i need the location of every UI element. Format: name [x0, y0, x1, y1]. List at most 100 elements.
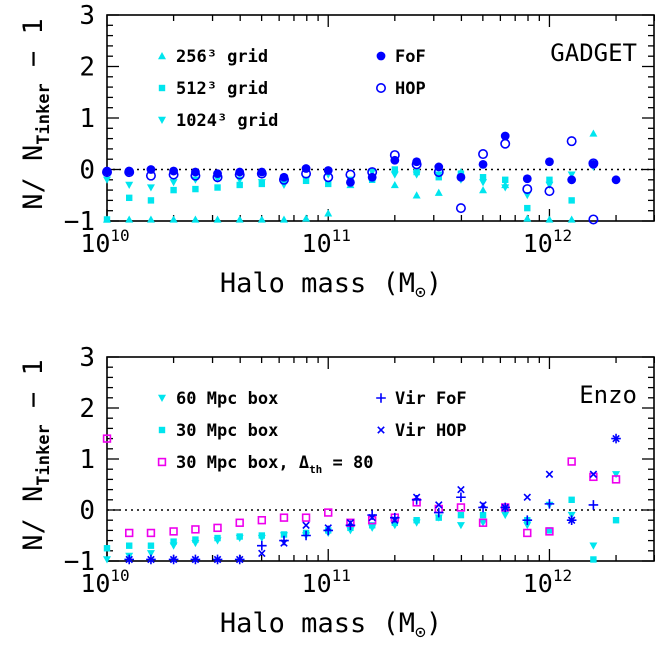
- y-axis-label: N/ NTinker − 1: [18, 359, 54, 550]
- legend-entry: 1024³ grid: [158, 111, 278, 131]
- data-point: [147, 555, 155, 564]
- y-tick-label: 3: [79, 343, 95, 373]
- data-point: [169, 215, 178, 223]
- data-point: [345, 169, 356, 180]
- data-point: [611, 475, 621, 484]
- legend-entry: 60 Mpc box: [158, 389, 278, 409]
- data-point: [235, 518, 244, 527]
- data-point: [391, 166, 399, 173]
- legend-entry: 30 Mpc box: [158, 421, 278, 441]
- data-point: [367, 167, 378, 178]
- y-tick-label: −1: [64, 207, 95, 237]
- legend-label: Vir FoF: [395, 389, 467, 409]
- legend-marker: [158, 84, 166, 92]
- data-point: [523, 528, 532, 538]
- data-point: [546, 176, 553, 183]
- data-point: [279, 215, 288, 223]
- data-point: [257, 179, 266, 187]
- data-point: [456, 503, 466, 512]
- x-axis-label: Halo mass (M⊙): [220, 268, 442, 303]
- legend-marker: [377, 426, 385, 434]
- data-point: [479, 511, 487, 519]
- data-point: [589, 542, 598, 550]
- data-point: [545, 527, 554, 536]
- legend-entry: 512³ grid: [158, 79, 268, 99]
- data-point: [567, 457, 576, 466]
- data-point: [611, 175, 621, 185]
- y-tick-label: 1: [79, 445, 95, 475]
- data-point: [323, 172, 334, 183]
- data-point: [279, 513, 289, 522]
- data-point: [523, 493, 532, 502]
- panel-label: Enzo: [579, 381, 637, 409]
- data-point: [280, 539, 288, 547]
- data-point: [545, 215, 554, 223]
- data-point: [169, 179, 178, 187]
- data-point: [258, 549, 266, 558]
- data-point: [214, 184, 221, 191]
- data-point: [501, 184, 510, 192]
- y-axis-label: N/ NTinker − 1: [18, 18, 54, 209]
- y-tick-label: 1: [79, 104, 95, 134]
- data-point: [279, 172, 289, 182]
- data-point: [301, 530, 311, 541]
- data-point: [479, 501, 487, 509]
- data-point: [213, 523, 222, 533]
- data-point: [501, 503, 509, 512]
- data-point: [435, 501, 443, 509]
- panel-label: GADGET: [550, 39, 637, 67]
- data-point: [301, 168, 312, 179]
- data-point: [235, 555, 244, 564]
- data-point: [323, 166, 333, 175]
- legend-entry: FoF: [376, 47, 426, 67]
- data-point: [236, 181, 243, 189]
- y-tick-label: 2: [79, 53, 95, 83]
- data-point: [546, 527, 553, 534]
- x-tick-label: 1012: [523, 226, 572, 258]
- data-point: [368, 513, 376, 522]
- data-point: [234, 169, 245, 180]
- data-point: [257, 540, 267, 551]
- legend-marker: [158, 52, 166, 60]
- data-point: [411, 159, 422, 170]
- data-point: [102, 434, 112, 443]
- data-point: [146, 184, 155, 192]
- data-point: [523, 522, 532, 530]
- data-point: [102, 167, 113, 178]
- data-point: [325, 180, 332, 188]
- data-point: [478, 518, 488, 527]
- data-point: [522, 515, 533, 525]
- data-point: [524, 204, 531, 212]
- legend-label: Vir HOP: [395, 421, 467, 441]
- data-point: [523, 192, 532, 200]
- data-point: [147, 542, 155, 549]
- data-point: [589, 129, 598, 137]
- y-tick-label: 0: [79, 156, 95, 186]
- data-point: [236, 533, 243, 540]
- legend-entry: Vir HOP: [377, 421, 467, 441]
- x-tick-label: 1010: [80, 566, 129, 598]
- data-point: [301, 513, 311, 522]
- data-point: [612, 471, 621, 479]
- data-point: [124, 167, 135, 178]
- data-point: [588, 158, 599, 169]
- data-point: [479, 174, 487, 181]
- data-point: [192, 185, 199, 193]
- data-point: [501, 511, 510, 520]
- data-point: [391, 516, 399, 524]
- data-point: [479, 519, 488, 527]
- data-point: [479, 179, 488, 187]
- data-point: [567, 175, 577, 185]
- data-point: [235, 215, 244, 223]
- data-point: [125, 181, 134, 189]
- data-point: [522, 174, 532, 184]
- y-tick-label: 0: [79, 496, 95, 526]
- data-point: [544, 499, 555, 509]
- data-point: [456, 522, 465, 530]
- series-cross: [125, 434, 620, 564]
- legend-label: 60 Mpc box: [176, 389, 278, 409]
- data-point: [500, 131, 510, 141]
- series-triangle-down: [103, 471, 621, 564]
- x-tick-label: 1011: [302, 566, 351, 598]
- data-point: [146, 215, 155, 223]
